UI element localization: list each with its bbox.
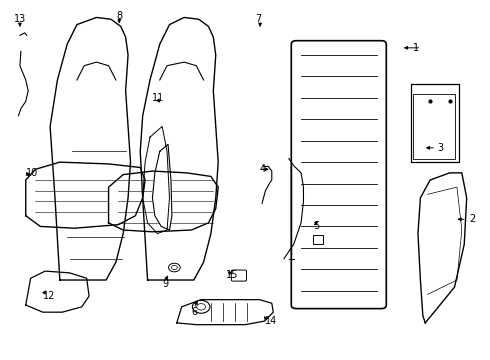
Text: 7: 7 xyxy=(255,14,261,24)
Polygon shape xyxy=(26,271,89,312)
Text: 9: 9 xyxy=(162,279,168,289)
Bar xyxy=(413,94,455,158)
Text: 14: 14 xyxy=(265,316,277,326)
Text: 8: 8 xyxy=(116,11,122,21)
FancyBboxPatch shape xyxy=(291,41,386,309)
Polygon shape xyxy=(140,18,218,280)
Polygon shape xyxy=(177,300,273,325)
Polygon shape xyxy=(109,171,218,232)
Polygon shape xyxy=(152,144,172,230)
Polygon shape xyxy=(50,18,130,280)
Text: 13: 13 xyxy=(14,14,26,24)
Polygon shape xyxy=(143,126,170,234)
Circle shape xyxy=(169,263,180,272)
Text: 15: 15 xyxy=(225,270,238,280)
Circle shape xyxy=(197,303,205,310)
Bar xyxy=(313,235,323,244)
Circle shape xyxy=(193,300,210,313)
Circle shape xyxy=(172,265,177,270)
FancyBboxPatch shape xyxy=(231,270,246,281)
Text: 1: 1 xyxy=(413,43,419,53)
Text: 11: 11 xyxy=(152,93,165,103)
Text: 5: 5 xyxy=(313,221,319,231)
Text: 6: 6 xyxy=(192,307,197,317)
Text: 12: 12 xyxy=(43,291,55,301)
Text: 10: 10 xyxy=(26,168,38,178)
Text: 3: 3 xyxy=(438,143,443,153)
Bar xyxy=(411,84,460,162)
Polygon shape xyxy=(26,162,145,228)
Polygon shape xyxy=(418,173,466,323)
Text: 2: 2 xyxy=(469,214,475,224)
Text: 4: 4 xyxy=(260,164,266,174)
